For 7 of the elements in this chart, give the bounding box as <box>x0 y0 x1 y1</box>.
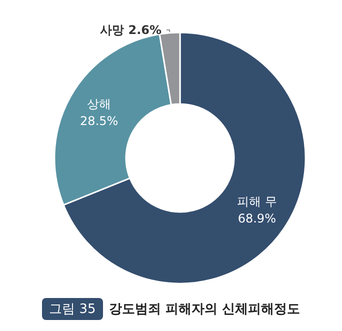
data-label: 28.5% <box>80 114 118 128</box>
slice-label: 상해 <box>87 97 112 112</box>
slice-label: 사망 2.6% <box>100 22 162 37</box>
text: 강도범죄 피해자의 신체피해정도 <box>108 302 300 317</box>
data-label: 68.9% <box>238 211 276 226</box>
slice-label: 피해 무 <box>236 194 277 208</box>
caption: 그림 35 <box>42 298 103 320</box>
